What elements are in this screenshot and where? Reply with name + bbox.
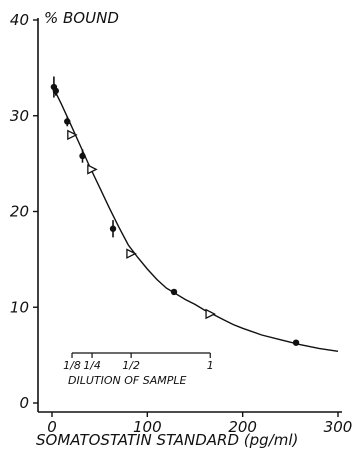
data-point-triangle <box>87 164 98 175</box>
x-tick-label: 100 <box>133 418 162 436</box>
dilution-tick-label: 1/4 <box>83 359 101 372</box>
dilution-tick-label: 1 <box>207 359 214 372</box>
dilution-title: DILUTION OF SAMPLE <box>68 374 186 387</box>
y-tick-label: 0 <box>19 394 29 412</box>
x-tick-label: 300 <box>324 418 353 436</box>
dilution-scale: 1/8 1/4 1/2 1 DILUTION OF SAMPLE <box>63 352 214 387</box>
data-point-filled <box>52 87 60 95</box>
y-tick-label: 40 <box>10 11 29 29</box>
fitted-curve-layer <box>51 84 339 352</box>
data-point-filled <box>64 118 71 125</box>
data-point-triangle <box>205 308 216 320</box>
dilution-tick-label: 1/2 <box>122 359 140 372</box>
y-axis-title: % BOUND <box>44 9 119 27</box>
y-tick-label: 20 <box>10 203 29 221</box>
x-axis-title: SOMATOSTATIN STANDARD (pg/ml) <box>36 431 298 449</box>
fitted-curve <box>51 84 339 352</box>
y-tick-label: 10 <box>10 298 29 316</box>
data-point-filled <box>170 288 178 296</box>
data-point-filled <box>109 225 117 232</box>
dilution-tick-label: 1/8 <box>63 359 81 372</box>
data-point-triangle <box>67 129 78 141</box>
x-tick-label: 200 <box>228 418 257 436</box>
axes: 0 10 20 30 40 0 100 200 300 <box>10 11 352 436</box>
y-tick-label: 30 <box>10 107 29 125</box>
x-tick-label: 0 <box>47 418 57 436</box>
data-points <box>50 76 300 346</box>
data-point-filled <box>79 152 86 160</box>
data-point-triangle <box>126 248 137 259</box>
data-point-filled <box>292 339 300 346</box>
